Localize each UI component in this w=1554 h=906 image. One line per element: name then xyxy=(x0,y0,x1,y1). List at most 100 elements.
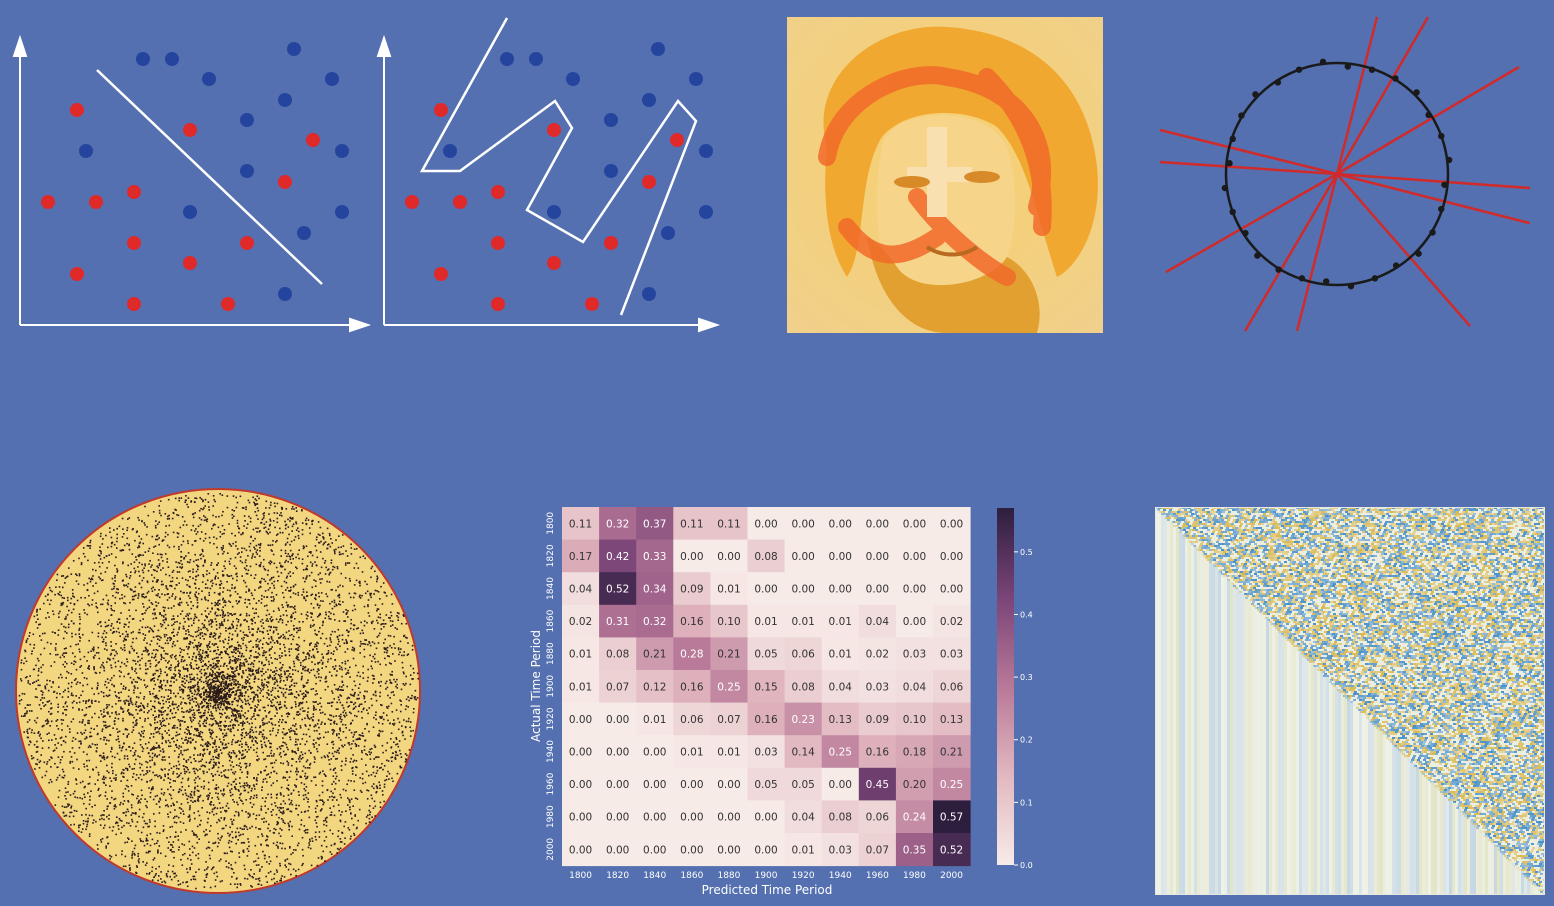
disk-point xyxy=(146,766,148,769)
disk-point xyxy=(305,658,307,660)
disk-point xyxy=(117,592,119,594)
disk-point xyxy=(228,523,230,525)
disk-point xyxy=(338,634,341,637)
disk-point xyxy=(167,695,170,697)
disk-point xyxy=(219,725,222,727)
disk-point xyxy=(345,613,348,615)
disk-point xyxy=(169,875,171,878)
disk-point xyxy=(307,767,309,769)
disk-point xyxy=(270,742,272,745)
disk-point xyxy=(207,706,210,709)
disk-point xyxy=(56,653,59,656)
disk-point xyxy=(272,596,275,598)
disk-point xyxy=(47,701,49,703)
disk-point xyxy=(281,842,284,845)
sample-point xyxy=(1441,181,1448,188)
disk-point xyxy=(145,595,147,598)
disk-point xyxy=(271,814,273,816)
disk-point xyxy=(138,553,141,556)
disk-point xyxy=(172,802,174,805)
disk-point xyxy=(267,643,270,645)
disk-point xyxy=(239,689,242,691)
disk-point xyxy=(152,636,155,639)
disk-point xyxy=(232,542,234,545)
disk-point xyxy=(258,497,260,500)
disk-point xyxy=(239,751,241,754)
disk-point xyxy=(115,854,117,857)
disk-point xyxy=(103,724,105,727)
disk-point xyxy=(171,632,173,634)
disk-point xyxy=(224,701,227,703)
disk-point xyxy=(264,590,267,592)
disk-point xyxy=(339,694,341,696)
disk-point xyxy=(323,736,325,739)
disk-point xyxy=(255,794,258,796)
disk-point xyxy=(149,643,151,646)
disk-point xyxy=(309,847,312,850)
disk-point xyxy=(280,555,282,557)
disk-point xyxy=(80,596,82,599)
disk-point xyxy=(400,622,403,625)
disk-point xyxy=(357,694,360,696)
disk-point xyxy=(361,751,363,754)
disk-point xyxy=(94,804,96,807)
disk-point xyxy=(146,642,148,644)
disk-point xyxy=(210,682,212,685)
disk-point xyxy=(335,548,337,551)
disk-point xyxy=(124,865,127,868)
disk-point xyxy=(241,734,243,737)
disk-point xyxy=(379,685,382,687)
disk-point xyxy=(124,688,127,690)
disk-point xyxy=(254,589,256,591)
disk-point xyxy=(83,732,86,734)
disk-point xyxy=(218,603,221,605)
disk-point xyxy=(228,646,231,649)
disk-point xyxy=(229,883,232,885)
disk-point xyxy=(186,584,188,586)
disk-point xyxy=(214,720,217,722)
disk-point xyxy=(86,582,89,585)
disk-point xyxy=(287,560,289,563)
disk-point xyxy=(186,868,188,870)
disk-point xyxy=(144,664,147,667)
disk-point xyxy=(189,690,192,693)
disk-point xyxy=(190,673,193,676)
disk-point xyxy=(59,673,62,676)
disk-point xyxy=(178,846,180,848)
disk-point xyxy=(248,602,251,605)
disk-point xyxy=(126,755,129,757)
disk-point xyxy=(232,625,234,628)
disk-point xyxy=(31,710,33,712)
disk-point xyxy=(71,589,74,591)
disk-point xyxy=(379,716,381,718)
disk-point xyxy=(103,556,106,559)
disk-point xyxy=(197,653,200,656)
disk-point xyxy=(148,872,151,874)
disk-point xyxy=(81,672,84,674)
disk-point xyxy=(263,857,266,860)
disk-point xyxy=(245,765,248,767)
disk-point xyxy=(315,816,318,818)
disk-point xyxy=(218,820,221,822)
disk-point xyxy=(172,817,175,819)
disk-point xyxy=(203,780,205,782)
disk-point xyxy=(296,649,299,651)
disk-point xyxy=(285,753,287,756)
disk-point xyxy=(288,630,290,632)
disk-point xyxy=(220,741,222,743)
disk-point xyxy=(301,753,304,756)
disk-point xyxy=(283,704,286,707)
disk-point xyxy=(247,569,250,572)
disk-point xyxy=(214,701,217,703)
disk-point xyxy=(382,619,385,622)
disk-point xyxy=(297,553,299,556)
disk-point xyxy=(188,808,191,811)
disk-point xyxy=(141,563,143,566)
disk-point xyxy=(386,759,388,762)
disk-point xyxy=(116,752,119,755)
disk-point xyxy=(323,839,326,842)
disk-point xyxy=(36,657,39,660)
disk-point xyxy=(271,766,274,769)
disk-point xyxy=(198,689,200,692)
disk-point xyxy=(257,864,260,866)
